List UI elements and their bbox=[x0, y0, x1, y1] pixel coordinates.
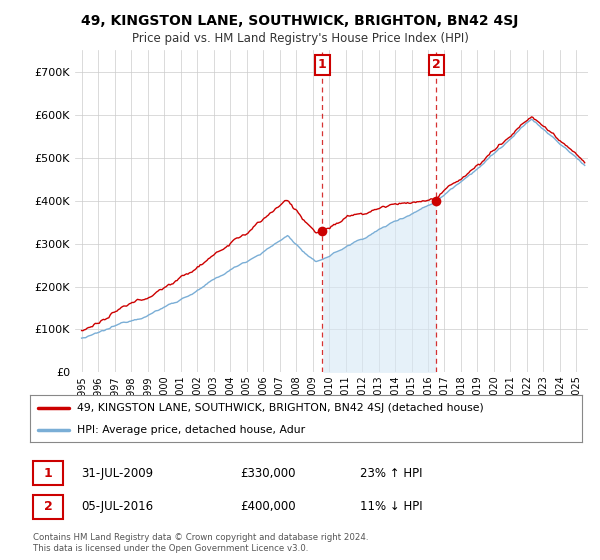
Text: 49, KINGSTON LANE, SOUTHWICK, BRIGHTON, BN42 4SJ: 49, KINGSTON LANE, SOUTHWICK, BRIGHTON, … bbox=[82, 14, 518, 28]
Text: 31-JUL-2009: 31-JUL-2009 bbox=[81, 466, 153, 480]
Text: 1: 1 bbox=[44, 466, 52, 480]
Text: 05-JUL-2016: 05-JUL-2016 bbox=[81, 500, 153, 514]
Text: £330,000: £330,000 bbox=[240, 466, 296, 480]
Text: HPI: Average price, detached house, Adur: HPI: Average price, detached house, Adur bbox=[77, 424, 305, 435]
Text: 11% ↓ HPI: 11% ↓ HPI bbox=[360, 500, 422, 514]
Text: 1: 1 bbox=[318, 58, 326, 71]
Text: 2: 2 bbox=[44, 500, 52, 514]
Text: 2: 2 bbox=[432, 58, 440, 71]
Text: 23% ↑ HPI: 23% ↑ HPI bbox=[360, 466, 422, 480]
Text: Price paid vs. HM Land Registry's House Price Index (HPI): Price paid vs. HM Land Registry's House … bbox=[131, 32, 469, 45]
Text: Contains HM Land Registry data © Crown copyright and database right 2024.
This d: Contains HM Land Registry data © Crown c… bbox=[33, 533, 368, 553]
Text: 49, KINGSTON LANE, SOUTHWICK, BRIGHTON, BN42 4SJ (detached house): 49, KINGSTON LANE, SOUTHWICK, BRIGHTON, … bbox=[77, 403, 484, 413]
Text: £400,000: £400,000 bbox=[240, 500, 296, 514]
